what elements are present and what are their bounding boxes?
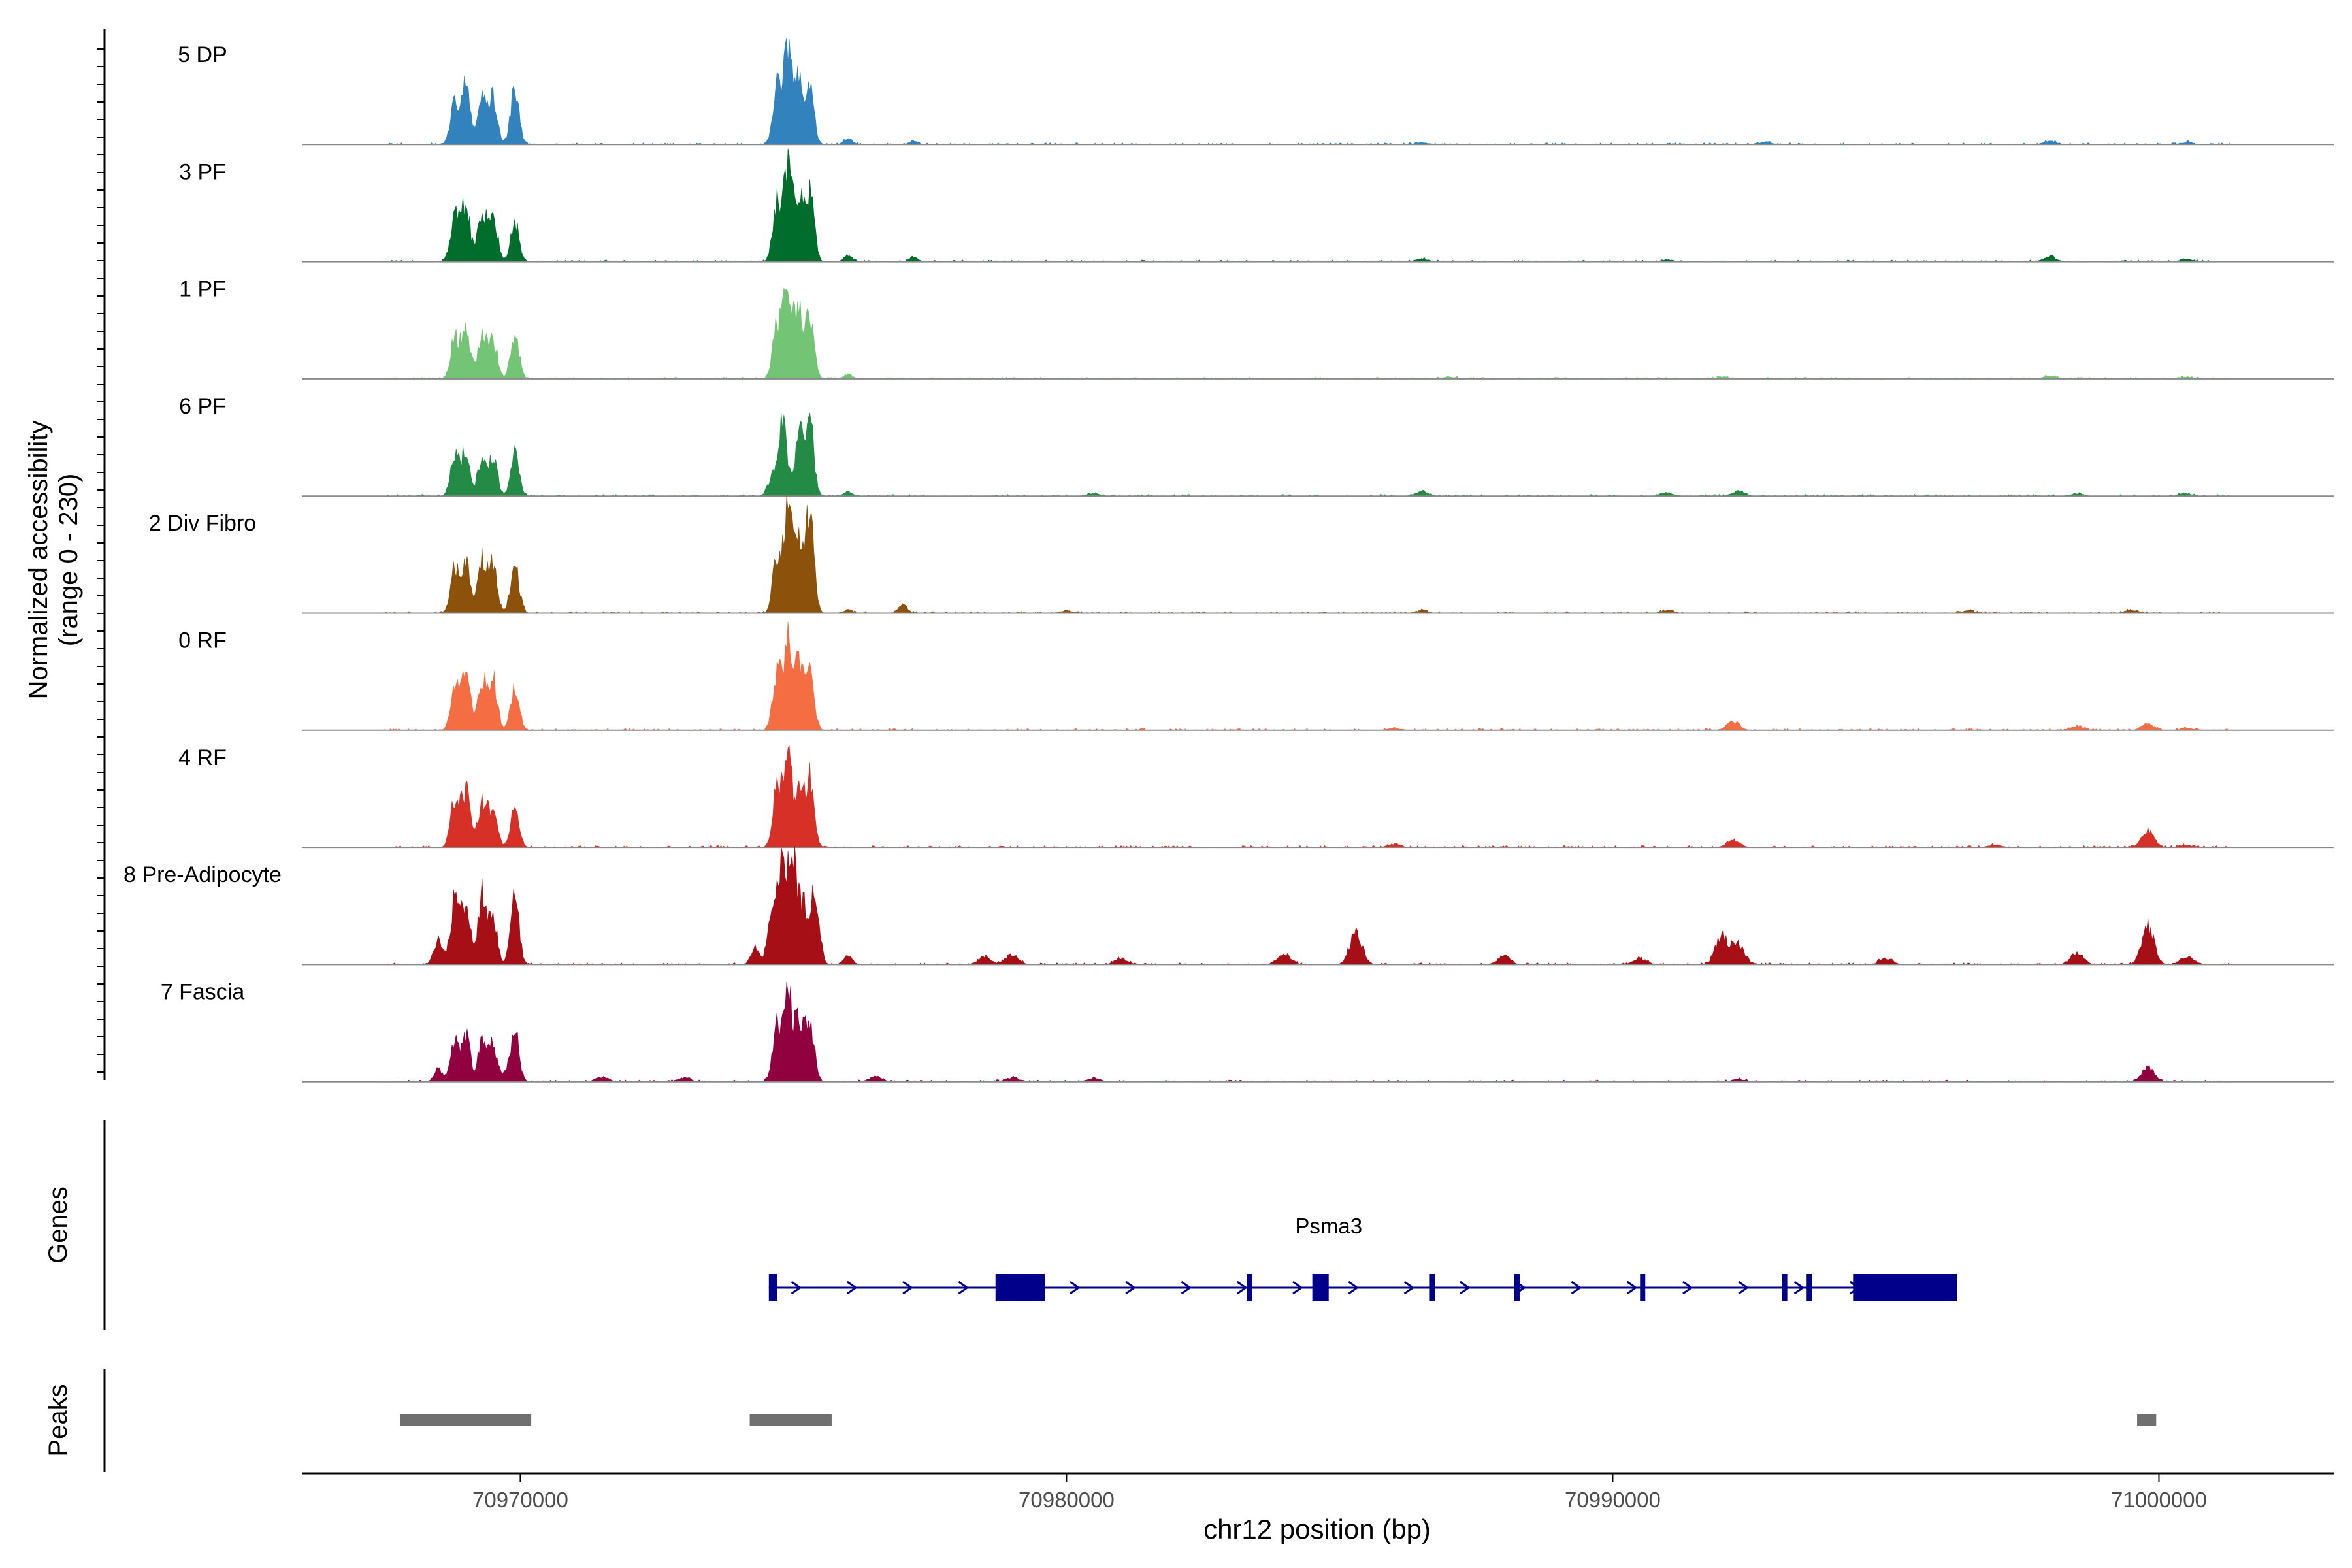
gene-exon: [1782, 1274, 1788, 1301]
peaks-panel-title: Peaks: [44, 1384, 73, 1456]
gene-exon: [1853, 1274, 1957, 1301]
track-6-pf: 6 PF: [179, 394, 2334, 497]
strand-arrow: [1460, 1281, 1471, 1295]
strand-arrow: [1181, 1281, 1192, 1295]
gene-exon: [995, 1274, 1045, 1301]
x-axis-title: chr12 position (bp): [1203, 1514, 1431, 1544]
track-label: 7 Fascia: [161, 979, 245, 1004]
track-5-dp: 5 DP: [178, 37, 2334, 146]
track-label: 2 Div Fibro: [149, 511, 256, 536]
y-axis-title: Normalized accessibility (range 0 - 230): [24, 421, 83, 700]
peak-region: [400, 1414, 532, 1426]
coverage-area: [384, 621, 2230, 731]
y-axis-title-line1: Normalized accessibility: [24, 421, 53, 700]
gene-exon: [1247, 1274, 1252, 1301]
coverage-area: [384, 745, 2230, 848]
coverage-area: [384, 287, 2230, 380]
strand-arrow: [1682, 1281, 1693, 1295]
track-label: 5 DP: [178, 42, 227, 67]
peak-track: [400, 1414, 2157, 1426]
strand-arrow: [958, 1281, 970, 1295]
strand-arrow: [1070, 1281, 1081, 1295]
genes-panel-title: Genes: [44, 1186, 73, 1264]
genes-panel: Genes Psma3: [44, 1120, 1957, 1330]
gene-track: Psma3: [768, 1214, 1957, 1301]
track-label: 1 PF: [179, 277, 226, 302]
coverage-area: [384, 495, 2230, 613]
track-8-pre-adipocyte: 8 Pre-Adipocyte: [123, 846, 2334, 966]
track-7-fascia: 7 Fascia: [161, 979, 2334, 1083]
peak-region: [749, 1414, 832, 1426]
peak-region: [2137, 1414, 2157, 1426]
strand-arrow: [847, 1281, 858, 1295]
track-label: 6 PF: [179, 394, 226, 419]
strand-arrow: [1236, 1281, 1248, 1295]
strand-arrow: [1626, 1281, 1638, 1295]
gene-exon: [1514, 1274, 1520, 1301]
coverage-area: [384, 37, 2230, 145]
coverage-area: [383, 981, 2230, 1083]
x-axis-ticks: 70970000 70980000 70990000 71000000: [472, 1473, 2207, 1512]
x-axis-tick-label: 71000000: [2111, 1488, 2207, 1512]
strand-arrow: [1738, 1281, 1749, 1295]
strand-arrow: [902, 1281, 913, 1295]
coverage-area: [384, 846, 2230, 965]
peaks-panel: Peaks: [44, 1369, 2157, 1472]
track-label: 4 RF: [178, 745, 227, 770]
track-3-pf: 3 PF: [179, 148, 2334, 263]
gene-exon: [1312, 1274, 1329, 1301]
x-axis-tick-label: 70990000: [1565, 1488, 1661, 1512]
track-4-rf: 4 RF: [178, 745, 2334, 849]
y-axis-title-line2: (range 0 - 230): [54, 474, 83, 647]
strand-arrow: [1571, 1281, 1582, 1295]
x-axis-tick-label: 70980000: [1019, 1488, 1115, 1512]
strand-arrow: [1125, 1281, 1136, 1295]
strand-arrow: [1292, 1281, 1303, 1295]
strand-arrow: [1348, 1281, 1359, 1295]
coverage-tracks: 5 DP 3 PF 1 PF 6 PF 2 Div Fibro 0 RF 4 RF 8 Pre…: [123, 37, 2334, 1083]
strand-arrow: [1793, 1281, 1805, 1295]
track-2-div-fibro: 2 Div Fibro: [149, 495, 2334, 614]
track-0-rf: 0 RF: [178, 621, 2334, 731]
gene-exon: [1806, 1274, 1812, 1301]
coverage-area: [383, 148, 2230, 263]
gene-exon: [1429, 1274, 1435, 1301]
y-axis-ticks: [97, 48, 105, 1073]
track-label: 0 RF: [178, 629, 227, 653]
strand-arrow: [791, 1281, 802, 1295]
track-label: 8 Pre-Adipocyte: [123, 862, 282, 887]
strand-arrow: [1403, 1281, 1415, 1295]
gene-exon: [1640, 1274, 1646, 1301]
gene-exon: [768, 1274, 777, 1301]
coverage-area: [384, 412, 2230, 497]
track-label: 3 PF: [179, 159, 226, 184]
x-axis-tick-label: 70970000: [472, 1488, 568, 1512]
track-1-pf: 1 PF: [179, 277, 2334, 380]
gene-name-label: Psma3: [1295, 1214, 1362, 1238]
